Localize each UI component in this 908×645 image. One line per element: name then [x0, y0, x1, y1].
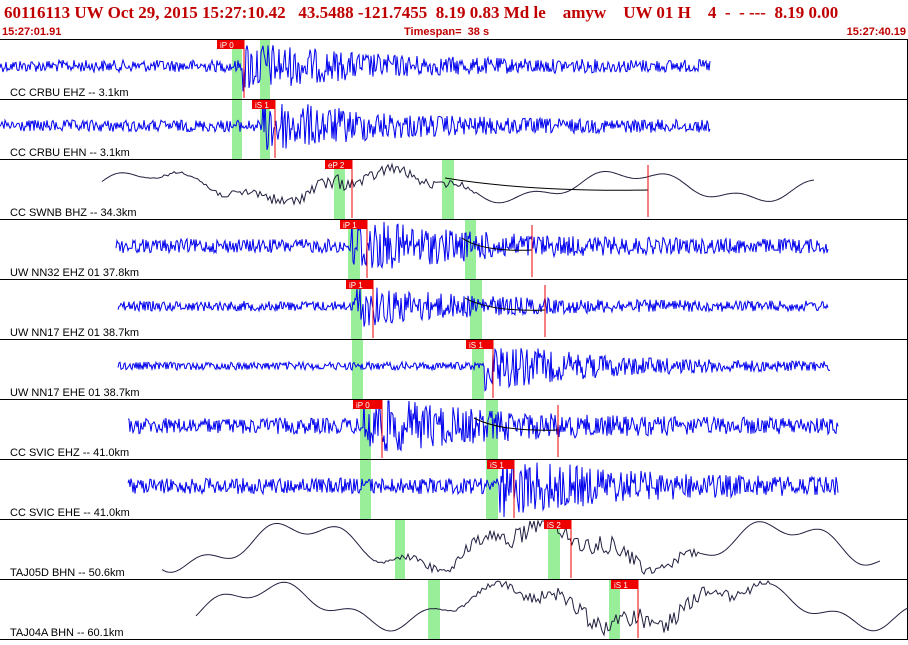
seismic-trace: [117, 287, 829, 327]
channel-row[interactable]: iS 2 TAJ05D BHN -- 50.6km: [10, 519, 881, 579]
coda-line: [444, 177, 649, 191]
pick-flag[interactable]: [325, 160, 352, 169]
channel-row[interactable]: eP 2 CC SWNB BHZ -- 34.3km: [10, 160, 815, 219]
pick-flag[interactable]: [487, 460, 514, 469]
channel-label: CC SVIC EHZ -- 41.0km: [10, 447, 129, 459]
channel-label: TAJ05D BHN -- 50.6km: [10, 567, 125, 579]
pick-label: iS 1: [469, 341, 483, 350]
channel-row[interactable]: iP 0 CC CRBU EHZ -- 3.1km: [0, 40, 711, 99]
pick-label: iS 1: [490, 461, 504, 470]
pick-window: [360, 460, 371, 519]
coda-line: [473, 417, 559, 431]
coda-line: [464, 297, 546, 311]
pick-label: iP 0: [220, 41, 234, 50]
channel-label: CC SWNB BHZ -- 34.3km: [10, 207, 137, 219]
channel-label: TAJ04A BHN -- 60.1km: [10, 627, 124, 639]
pick-window: [609, 580, 620, 639]
channel-row[interactable]: iP 0 CC SVIC EHZ -- 41.0km: [10, 400, 839, 459]
channel-label: UW NN17 EHE 01 38.7km: [10, 387, 140, 399]
pick-flag[interactable]: [252, 100, 275, 109]
channel-label: UW NN17 EHZ 01 38.7km: [10, 327, 139, 339]
pick-window: [352, 340, 363, 399]
pick-window: [232, 100, 242, 159]
pick-window: [260, 40, 270, 99]
pick-window: [334, 160, 345, 219]
seismic-trace: [117, 347, 831, 392]
seismic-trace: [195, 580, 908, 637]
seismic-trace: [0, 45, 711, 92]
pick-label: iS 1: [614, 581, 628, 590]
pick-label: iS 1: [255, 101, 269, 110]
pick-window: [548, 520, 560, 579]
pick-window: [260, 100, 270, 159]
timespan-label: Timespan= 38 s: [404, 26, 490, 38]
seismic-trace: [101, 162, 815, 206]
channel-row[interactable]: iP 1 UW NN17 EHZ 01 38.7km: [10, 280, 829, 339]
pick-flag[interactable]: [340, 220, 367, 229]
channel-row[interactable]: iS 1 TAJ04A BHN -- 60.1km: [10, 580, 908, 639]
pick-label: iP 0: [356, 401, 370, 410]
pick-label: iS 2: [547, 521, 561, 530]
pick-flag[interactable]: [611, 580, 638, 589]
pick-window: [351, 280, 362, 339]
seismic-trace: [0, 100, 711, 151]
waveform-panel[interactable]: iP 0 CC CRBU EHZ -- 3.1km iS 1 CC CRBU EHN …: [0, 39, 908, 640]
channel-row[interactable]: iP 1 UW NN32 EHZ 01 37.8km: [10, 220, 829, 279]
seismic-trace: [161, 519, 881, 576]
pick-label: eP 2: [328, 161, 345, 170]
channel-label: CC CRBU EHZ -- 3.1km: [10, 87, 129, 99]
pick-flag[interactable]: [353, 400, 382, 409]
seismic-trace: [127, 400, 839, 452]
waveform-canvas[interactable]: iP 0 CC CRBU EHZ -- 3.1km iS 1 CC CRBU EHN …: [0, 39, 908, 640]
seismic-trace: [127, 460, 839, 518]
pick-label: iP 1: [349, 281, 363, 290]
pick-flag[interactable]: [466, 340, 493, 349]
channel-label: CC CRBU EHN -- 3.1km: [10, 147, 130, 159]
pick-label: iP 1: [343, 221, 357, 230]
channel-row[interactable]: iS 1 CC SVIC EHE -- 41.0km: [10, 460, 839, 519]
pick-window: [428, 580, 440, 639]
pick-flag[interactable]: [346, 280, 373, 289]
pick-window: [486, 460, 498, 519]
channel-row[interactable]: iS 1 CC CRBU EHN -- 3.1km: [0, 100, 711, 159]
coda-line: [461, 237, 533, 251]
pick-flag[interactable]: [544, 520, 571, 529]
channel-label: CC SVIC EHE -- 41.0km: [10, 507, 130, 519]
pick-window: [442, 160, 454, 219]
pick-flag[interactable]: [217, 40, 244, 49]
pick-window: [472, 340, 484, 399]
seismic-trace: [115, 221, 829, 270]
end-time: 15:27:40.19: [846, 26, 906, 38]
start-time: 15:27:01.91: [2, 26, 62, 38]
pick-window: [395, 520, 405, 579]
channel-label: UW NN32 EHZ 01 37.8km: [10, 267, 139, 279]
channel-row[interactable]: iS 1 UW NN17 EHE 01 38.7km: [10, 340, 831, 399]
event-header: 60116113 UW Oct 29, 2015 15:27:10.42 43.…: [4, 3, 839, 22]
